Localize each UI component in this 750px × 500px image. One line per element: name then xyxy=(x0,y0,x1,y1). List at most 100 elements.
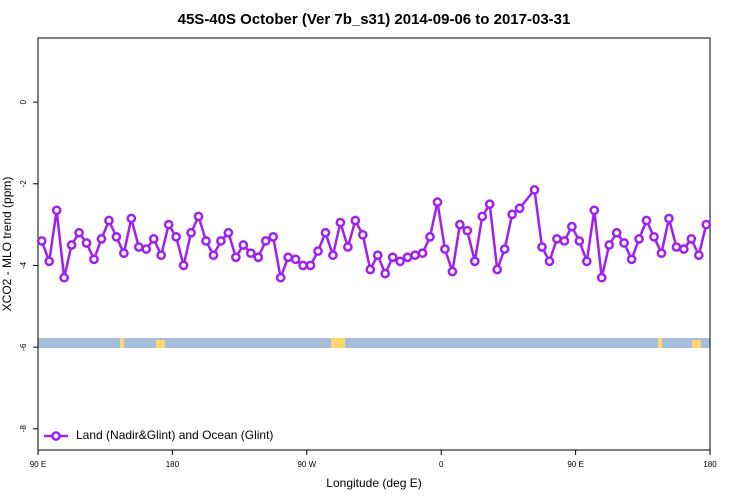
data-point xyxy=(387,252,398,263)
data-point xyxy=(574,236,585,246)
data-point xyxy=(372,250,383,261)
data-point xyxy=(328,250,338,261)
data-point xyxy=(425,232,435,242)
data-point xyxy=(74,227,84,238)
data-point xyxy=(208,250,219,261)
land-strip xyxy=(692,340,701,348)
x-tick-label: 0 xyxy=(439,460,444,469)
data-point xyxy=(66,240,77,250)
x-axis-label: Longitude (deg E) xyxy=(326,476,421,490)
data-point xyxy=(320,227,331,238)
data-point xyxy=(253,252,264,263)
data-point xyxy=(148,234,159,244)
data-point xyxy=(499,244,510,254)
data-point xyxy=(671,242,682,252)
data-point xyxy=(245,248,256,259)
data-point xyxy=(223,227,234,238)
data-point xyxy=(537,242,547,252)
data-point xyxy=(104,215,114,226)
data-point xyxy=(163,219,174,230)
data-point xyxy=(178,260,189,271)
data-point xyxy=(36,236,47,246)
x-tick-label: 90 E xyxy=(30,460,46,469)
data-point xyxy=(507,209,517,220)
data-point xyxy=(89,254,99,265)
data-point xyxy=(679,244,689,254)
data-point xyxy=(649,232,659,242)
legend-label: Land (Nadir&Glint) and Ocean (Glint) xyxy=(76,428,273,442)
data-point xyxy=(51,205,62,216)
data-point xyxy=(365,264,376,275)
data-point xyxy=(119,248,129,259)
data-point xyxy=(290,254,301,265)
data-point xyxy=(156,250,167,261)
data-point xyxy=(268,232,279,242)
y-tick-label: -2 xyxy=(19,180,28,188)
data-point xyxy=(402,252,413,263)
data-point xyxy=(44,256,55,267)
data-point xyxy=(260,236,271,246)
data-point xyxy=(298,260,308,271)
data-point xyxy=(410,250,420,261)
data-point xyxy=(133,242,144,252)
data-point xyxy=(432,197,443,207)
data-point xyxy=(417,248,428,259)
data-point xyxy=(567,221,577,232)
data-point xyxy=(335,217,346,228)
y-axis-label: XCO2 - MLO trend (ppm) xyxy=(0,177,14,312)
data-point xyxy=(581,256,592,267)
land-strip xyxy=(120,338,124,348)
data-point xyxy=(544,256,555,267)
x-tick-label: 90 W xyxy=(297,460,316,469)
x-tick-label: 180 xyxy=(703,460,717,469)
data-point xyxy=(469,256,480,267)
data-point xyxy=(440,244,450,254)
data-point xyxy=(283,252,293,263)
data-point xyxy=(589,205,600,216)
data-point xyxy=(96,234,107,244)
data-point xyxy=(634,234,644,244)
data-point xyxy=(193,211,204,222)
data-point xyxy=(81,238,92,248)
data-point xyxy=(686,234,697,244)
data-point xyxy=(141,244,152,254)
y-tick-label: 0 xyxy=(19,99,28,104)
data-point xyxy=(275,272,286,283)
data-point xyxy=(701,219,712,230)
data-point xyxy=(350,215,361,226)
data-point xyxy=(559,236,570,246)
data-point xyxy=(664,213,674,224)
data-point xyxy=(529,185,540,195)
data-point xyxy=(596,272,607,283)
data-point xyxy=(656,248,667,259)
data-line xyxy=(40,186,708,283)
data-point xyxy=(313,246,323,256)
data-point xyxy=(619,238,629,248)
data-point xyxy=(305,260,316,271)
data-point xyxy=(604,240,615,250)
data-point xyxy=(611,227,622,238)
data-point xyxy=(201,236,211,246)
data-point xyxy=(126,213,137,224)
data-point xyxy=(626,254,637,265)
x-tick-label: 90 E xyxy=(567,460,583,469)
data-point xyxy=(455,219,465,230)
data-point xyxy=(484,199,495,210)
data-point xyxy=(59,272,69,283)
data-point xyxy=(395,256,405,267)
data-point xyxy=(447,266,458,277)
ocean-strip xyxy=(38,338,710,348)
data-point xyxy=(343,242,353,252)
surface-strip xyxy=(38,338,710,348)
chart-title: 45S-40S October (Ver 7b_s31) 2014-09-06 … xyxy=(178,11,571,28)
data-point xyxy=(238,240,249,250)
y-tick-label: -4 xyxy=(19,261,28,269)
y-tick-label: -6 xyxy=(19,343,28,351)
land-strip xyxy=(156,340,165,348)
data-point xyxy=(380,268,391,279)
data-point xyxy=(357,229,368,240)
data-point xyxy=(171,232,181,242)
legend-marker xyxy=(51,431,61,441)
x-tick-label: 180 xyxy=(166,460,180,469)
